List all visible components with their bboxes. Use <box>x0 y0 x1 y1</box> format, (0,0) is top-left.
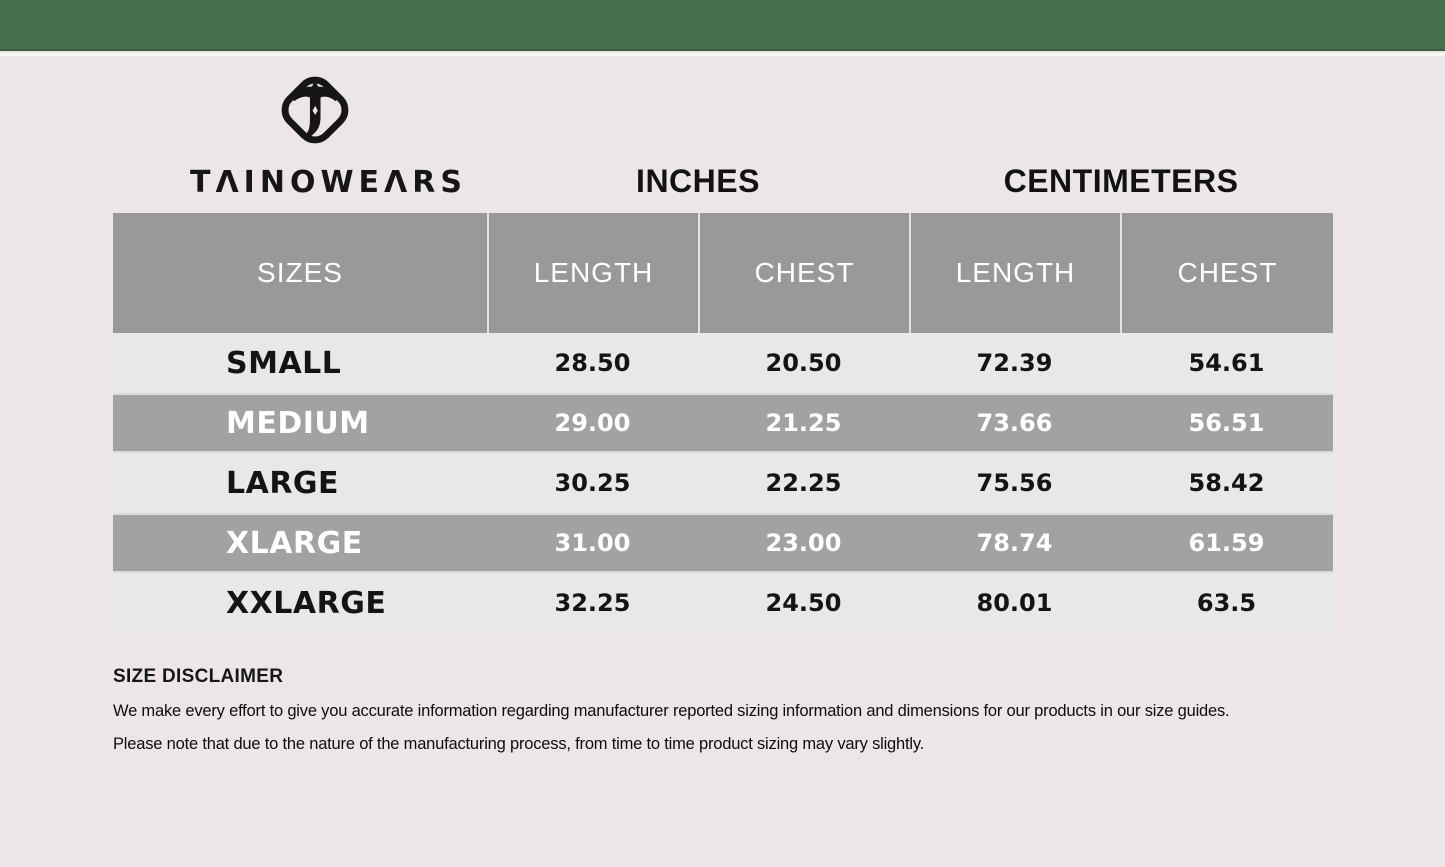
table-row-xxlarge: XXLARGE 32.25 24.50 80.01 63.5 <box>113 573 1333 633</box>
chest-cm-cell: 61.59 <box>1188 529 1265 557</box>
length-inches-cell: 30.25 <box>554 469 631 497</box>
length-inches-cell: 32.25 <box>554 589 631 617</box>
size-cell: XXLARGE <box>226 585 387 621</box>
chest-inches-cell: 24.50 <box>765 589 842 617</box>
table-row-large: LARGE 30.25 22.25 75.56 58.42 <box>113 453 1333 513</box>
chest-inches-cell: 21.25 <box>765 409 842 437</box>
tainowears-diamond-t-logo-icon <box>281 76 349 144</box>
size-disclaimer-section: SIZE DISCLAIMER We make every effort to … <box>113 666 1373 754</box>
chest-inches-cell: 23.00 <box>765 529 842 557</box>
chest-cm-cell: 54.61 <box>1188 349 1265 377</box>
chest-cm-cell: 58.42 <box>1188 469 1265 497</box>
brand-name: TΛINOWEΛRS <box>190 165 467 200</box>
disclaimer-line-1: We make every effort to give you accurat… <box>113 702 1230 720</box>
header-sizes: SIZES <box>113 213 487 333</box>
disclaimer-line-2: Please note that due to the nature of th… <box>113 735 925 753</box>
length-cm-cell: 78.74 <box>976 529 1053 557</box>
table-row-small: SMALL 28.50 20.50 72.39 54.61 <box>113 333 1333 393</box>
size-cell: MEDIUM <box>226 405 370 441</box>
size-cell: LARGE <box>226 465 340 501</box>
length-cm-cell: 80.01 <box>976 589 1053 617</box>
table-row-xlarge: XLARGE 31.00 23.00 78.74 61.59 <box>113 513 1333 573</box>
header-length-inches: LENGTH <box>487 213 698 333</box>
length-inches-cell: 29.00 <box>554 409 631 437</box>
header-chest-inches: CHEST <box>698 213 909 333</box>
disclaimer-title: SIZE DISCLAIMER <box>113 666 284 687</box>
top-green-bar <box>0 0 1445 51</box>
length-cm-cell: 73.66 <box>976 409 1053 437</box>
chest-inches-cell: 20.50 <box>765 349 842 377</box>
centimeters-heading: CENTIMETERS <box>1003 162 1239 199</box>
brand-block: TΛINOWEΛRS <box>190 62 467 200</box>
inches-heading: INCHES <box>636 162 760 199</box>
table-header-row: SIZES LENGTH CHEST LENGTH CHEST <box>113 213 1333 333</box>
size-cell: XLARGE <box>226 525 363 561</box>
chest-cm-cell: 56.51 <box>1188 409 1265 437</box>
size-chart-table: SIZES LENGTH CHEST LENGTH CHEST SMALL 28… <box>113 213 1333 633</box>
length-cm-cell: 72.39 <box>976 349 1053 377</box>
chest-inches-cell: 22.25 <box>765 469 842 497</box>
length-inches-cell: 31.00 <box>554 529 631 557</box>
length-inches-cell: 28.50 <box>554 349 631 377</box>
table-row-medium: MEDIUM 29.00 21.25 73.66 56.51 <box>113 393 1333 453</box>
length-cm-cell: 75.56 <box>976 469 1053 497</box>
top-bar-divider <box>0 53 1445 56</box>
header-length-cm: LENGTH <box>909 213 1120 333</box>
header-chest-cm: CHEST <box>1120 213 1333 333</box>
size-cell: SMALL <box>226 345 342 381</box>
chest-cm-cell: 63.5 <box>1196 589 1257 617</box>
